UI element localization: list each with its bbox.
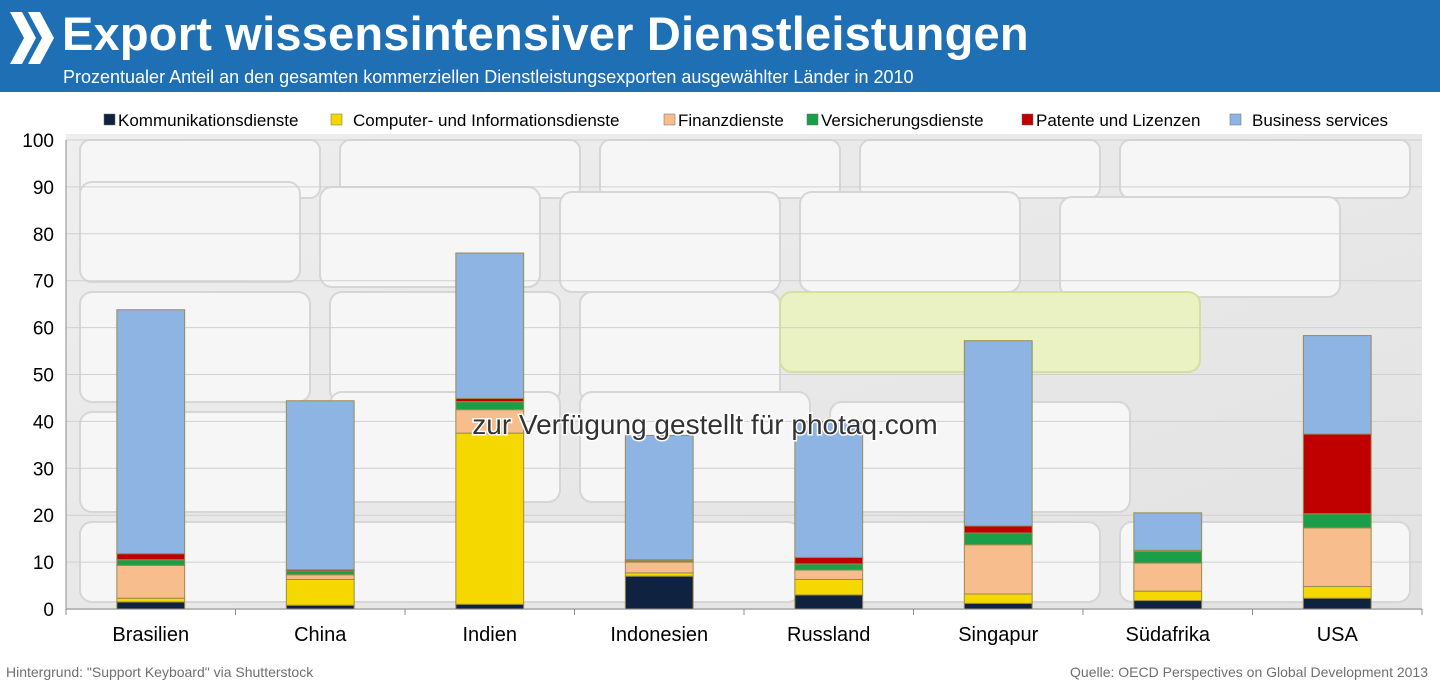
bar-segment xyxy=(963,544,1033,595)
chevron-logo-icon xyxy=(10,12,54,64)
y-tick-label: 90 xyxy=(33,178,54,199)
legend-label: Kommunikationsdienste xyxy=(118,111,298,130)
footer-source: Quelle: OECD Perspectives on Global Deve… xyxy=(1070,664,1428,680)
chart-area: 0 10 20 30 40 50 60 70 80 90 100 Brasilien China Ind… xyxy=(0,92,1440,689)
bar-segment xyxy=(963,593,1033,604)
bar-segment xyxy=(116,553,186,561)
bar-segment xyxy=(963,340,1033,527)
bar-segment xyxy=(624,434,694,561)
bar-segment xyxy=(794,563,864,571)
bar-segment xyxy=(455,432,525,605)
legend-swatch xyxy=(1229,113,1242,126)
bar-segment xyxy=(1302,585,1372,599)
bar-segment xyxy=(963,532,1033,546)
bar-segment xyxy=(1133,562,1203,592)
y-tick-label: 60 xyxy=(33,319,54,340)
footer-credit: Hintergrund: "Support Keyboard" via Shut… xyxy=(6,664,314,680)
legend-swatch xyxy=(663,113,676,126)
bar-segment xyxy=(794,420,864,558)
legend-label: Finanzdienste xyxy=(678,111,784,130)
bar-segment xyxy=(285,578,355,606)
x-tick-label: Brasilien xyxy=(112,624,189,646)
bar-segment xyxy=(1302,335,1372,435)
bar-segment xyxy=(116,601,186,610)
bar-segment xyxy=(285,570,355,576)
y-tick-label: 30 xyxy=(33,459,54,480)
bar-segment xyxy=(455,603,525,610)
x-tick-label: China xyxy=(294,624,347,646)
y-tick-label: 100 xyxy=(22,131,54,152)
bar-segment xyxy=(455,252,525,399)
bar-segment xyxy=(1133,512,1203,551)
bar-segment xyxy=(1302,513,1372,529)
y-tick-label: 10 xyxy=(33,553,54,574)
y-tick-label: 50 xyxy=(33,366,54,387)
bar-segment xyxy=(1133,590,1203,602)
bar-segment xyxy=(1302,597,1372,610)
bar-segment xyxy=(794,578,864,596)
bar-segment xyxy=(963,525,1033,534)
legend-label: Patente und Lizenzen xyxy=(1036,111,1200,130)
bar-segment xyxy=(116,559,186,566)
x-axis: Brasilien China Indien Indonesien Russland Si… xyxy=(65,608,1423,646)
bar-segment xyxy=(285,574,355,580)
chart-legend: Kommunikationsdienste Computer- und Infor… xyxy=(103,111,1388,130)
x-tick-label: USA xyxy=(1317,624,1359,646)
y-tick-label: 80 xyxy=(33,225,54,246)
bar-segment xyxy=(116,564,186,599)
legend-label: Versicherungsdienste xyxy=(821,111,984,130)
bar-segment xyxy=(285,400,355,571)
x-tick-label: Singapur xyxy=(958,624,1038,646)
x-tick-label: Indonesien xyxy=(610,624,708,646)
bar-segment xyxy=(1302,433,1372,515)
legend-swatch xyxy=(103,113,116,126)
page-subtitle: Prozentualer Anteil an den gesamten komm… xyxy=(63,67,914,87)
y-axis: 0 10 20 30 40 50 60 70 80 90 100 xyxy=(22,131,67,621)
x-tick-label: Indien xyxy=(463,624,518,646)
bar-segment xyxy=(1133,550,1203,564)
bar-segment xyxy=(794,569,864,580)
bar-segment xyxy=(794,556,864,565)
stacked-bar-chart: 0 10 20 30 40 50 60 70 80 90 100 Brasilien China Ind… xyxy=(22,111,1423,646)
legend-label: Computer- und Informationsdienste xyxy=(353,111,619,130)
y-tick-label: 40 xyxy=(33,412,54,433)
y-tick-label: 70 xyxy=(33,272,54,293)
legend-swatch xyxy=(1021,113,1034,126)
legend-label: Business services xyxy=(1252,111,1388,130)
y-tick-label: 20 xyxy=(33,506,54,527)
bar-segment xyxy=(285,604,355,610)
bar-segment xyxy=(1133,600,1203,610)
bar-segment xyxy=(1302,527,1372,587)
bar-segment xyxy=(624,561,694,574)
keyboard-background-image xyxy=(66,134,1422,610)
header: Export wissensintensiver Dienstleistunge… xyxy=(0,0,1440,92)
bar-series xyxy=(116,252,1372,610)
x-tick-label: Südafrika xyxy=(1126,624,1211,646)
bar-segment xyxy=(116,309,186,555)
bar-segment xyxy=(116,597,186,603)
legend-swatch xyxy=(330,113,343,126)
bar-segment xyxy=(624,575,694,610)
page-title: Export wissensintensiver Dienstleistunge… xyxy=(62,7,1029,60)
bar-segment xyxy=(794,594,864,610)
y-tick-label: 0 xyxy=(43,600,54,621)
legend-swatch xyxy=(806,113,819,126)
watermark-text: zur Verfügung gestellt für photaq.com xyxy=(472,409,937,440)
bar-segment xyxy=(963,602,1033,610)
x-tick-label: Russland xyxy=(787,624,870,646)
